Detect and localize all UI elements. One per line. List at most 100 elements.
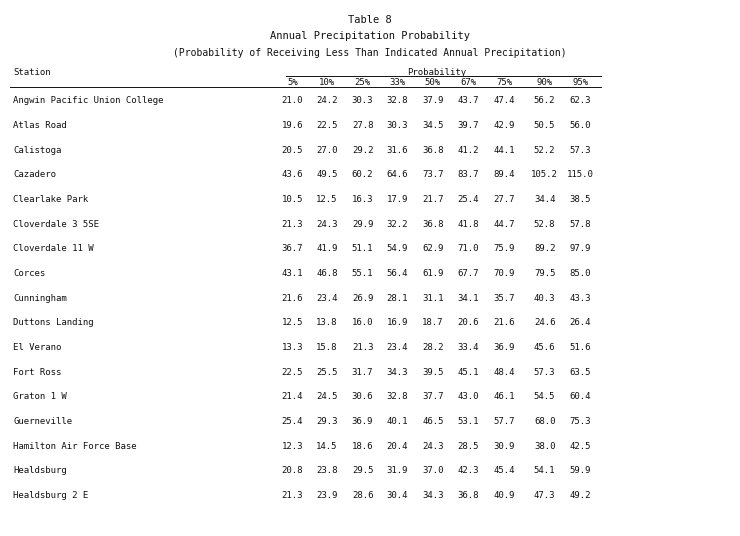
- Text: 42.9: 42.9: [493, 121, 515, 130]
- Text: 21.0: 21.0: [281, 96, 303, 106]
- Text: Fort Ross: Fort Ross: [13, 368, 61, 377]
- Text: 32.8: 32.8: [386, 392, 408, 401]
- Text: 51.1: 51.1: [352, 244, 374, 254]
- Text: 45.1: 45.1: [457, 368, 480, 377]
- Text: 36.8: 36.8: [422, 146, 444, 155]
- Text: 30.6: 30.6: [352, 392, 374, 401]
- Text: 25.5: 25.5: [316, 368, 338, 377]
- Text: 17.9: 17.9: [386, 195, 408, 204]
- Text: 43.1: 43.1: [281, 269, 303, 278]
- Text: 20.5: 20.5: [281, 146, 303, 155]
- Text: 39.5: 39.5: [422, 368, 444, 377]
- Text: 51.6: 51.6: [569, 343, 591, 352]
- Text: 20.6: 20.6: [457, 318, 480, 327]
- Text: Cloverdale 3 5SE: Cloverdale 3 5SE: [13, 220, 99, 229]
- Text: 71.0: 71.0: [457, 244, 480, 254]
- Text: 19.6: 19.6: [281, 121, 303, 130]
- Text: 43.6: 43.6: [281, 170, 303, 180]
- Text: 21.6: 21.6: [281, 294, 303, 303]
- Text: 43.0: 43.0: [457, 392, 480, 401]
- Text: 56.2: 56.2: [534, 96, 556, 106]
- Text: 32.8: 32.8: [386, 96, 408, 106]
- Text: 49.5: 49.5: [316, 170, 338, 180]
- Text: Annual Precipitation Probability: Annual Precipitation Probability: [270, 31, 470, 41]
- Text: 44.7: 44.7: [493, 220, 515, 229]
- Text: 33.4: 33.4: [457, 343, 480, 352]
- Text: 23.4: 23.4: [386, 343, 408, 352]
- Text: 63.5: 63.5: [569, 368, 591, 377]
- Text: 29.3: 29.3: [316, 417, 338, 426]
- Text: 29.5: 29.5: [352, 466, 374, 475]
- Text: 75.9: 75.9: [493, 244, 515, 254]
- Text: 47.3: 47.3: [534, 491, 556, 500]
- Text: Hamilton Air Force Base: Hamilton Air Force Base: [13, 442, 137, 451]
- Text: 40.1: 40.1: [386, 417, 408, 426]
- Text: 83.7: 83.7: [457, 170, 480, 180]
- Text: 67%: 67%: [460, 78, 477, 87]
- Text: 50.5: 50.5: [534, 121, 556, 130]
- Text: 26.9: 26.9: [352, 294, 374, 303]
- Text: 16.9: 16.9: [386, 318, 408, 327]
- Text: 61.9: 61.9: [422, 269, 444, 278]
- Text: 23.9: 23.9: [316, 491, 338, 500]
- Text: Cloverdale 11 W: Cloverdale 11 W: [13, 244, 94, 254]
- Text: 21.4: 21.4: [281, 392, 303, 401]
- Text: 70.9: 70.9: [493, 269, 515, 278]
- Text: El Verano: El Verano: [13, 343, 61, 352]
- Text: 23.4: 23.4: [316, 294, 338, 303]
- Text: 36.8: 36.8: [457, 491, 480, 500]
- Text: 22.5: 22.5: [281, 368, 303, 377]
- Text: 85.0: 85.0: [569, 269, 591, 278]
- Text: 36.8: 36.8: [422, 220, 444, 229]
- Text: Guerneville: Guerneville: [13, 417, 73, 426]
- Text: 25.4: 25.4: [281, 417, 303, 426]
- Text: 15.8: 15.8: [316, 343, 338, 352]
- Text: 47.4: 47.4: [493, 96, 515, 106]
- Text: 49.2: 49.2: [569, 491, 591, 500]
- Text: 37.0: 37.0: [422, 466, 444, 475]
- Text: 28.6: 28.6: [352, 491, 374, 500]
- Text: 46.5: 46.5: [422, 417, 444, 426]
- Text: 29.2: 29.2: [352, 146, 374, 155]
- Text: 46.1: 46.1: [493, 392, 515, 401]
- Text: 31.7: 31.7: [352, 368, 374, 377]
- Text: 12.5: 12.5: [281, 318, 303, 327]
- Text: 42.3: 42.3: [457, 466, 480, 475]
- Text: Graton 1 W: Graton 1 W: [13, 392, 67, 401]
- Text: 54.9: 54.9: [386, 244, 408, 254]
- Text: Table 8: Table 8: [348, 15, 392, 25]
- Text: 105.2: 105.2: [531, 170, 558, 180]
- Text: 36.7: 36.7: [281, 244, 303, 254]
- Text: Station: Station: [13, 68, 51, 77]
- Text: 28.5: 28.5: [457, 442, 480, 451]
- Text: 57.7: 57.7: [493, 417, 515, 426]
- Text: 67.7: 67.7: [457, 269, 480, 278]
- Text: 10.5: 10.5: [281, 195, 303, 204]
- Text: 24.2: 24.2: [316, 96, 338, 106]
- Text: 28.2: 28.2: [422, 343, 444, 352]
- Text: 45.6: 45.6: [534, 343, 556, 352]
- Text: 115.0: 115.0: [567, 170, 593, 180]
- Text: 79.5: 79.5: [534, 269, 556, 278]
- Text: 25%: 25%: [354, 78, 371, 87]
- Text: 57.8: 57.8: [569, 220, 591, 229]
- Text: Healdsburg 2 E: Healdsburg 2 E: [13, 491, 89, 500]
- Text: 27.7: 27.7: [493, 195, 515, 204]
- Text: 26.4: 26.4: [569, 318, 591, 327]
- Text: 37.7: 37.7: [422, 392, 444, 401]
- Text: 60.2: 60.2: [352, 170, 374, 180]
- Text: 37.9: 37.9: [422, 96, 444, 106]
- Text: 36.9: 36.9: [493, 343, 515, 352]
- Text: 38.5: 38.5: [569, 195, 591, 204]
- Text: 60.4: 60.4: [569, 392, 591, 401]
- Text: 45.4: 45.4: [493, 466, 515, 475]
- Text: Calistoga: Calistoga: [13, 146, 61, 155]
- Text: 24.3: 24.3: [422, 442, 444, 451]
- Text: 55.1: 55.1: [352, 269, 374, 278]
- Text: 41.2: 41.2: [457, 146, 480, 155]
- Text: 33%: 33%: [389, 78, 406, 87]
- Text: 46.8: 46.8: [316, 269, 338, 278]
- Text: 28.1: 28.1: [386, 294, 408, 303]
- Text: 38.0: 38.0: [534, 442, 556, 451]
- Text: 13.8: 13.8: [316, 318, 338, 327]
